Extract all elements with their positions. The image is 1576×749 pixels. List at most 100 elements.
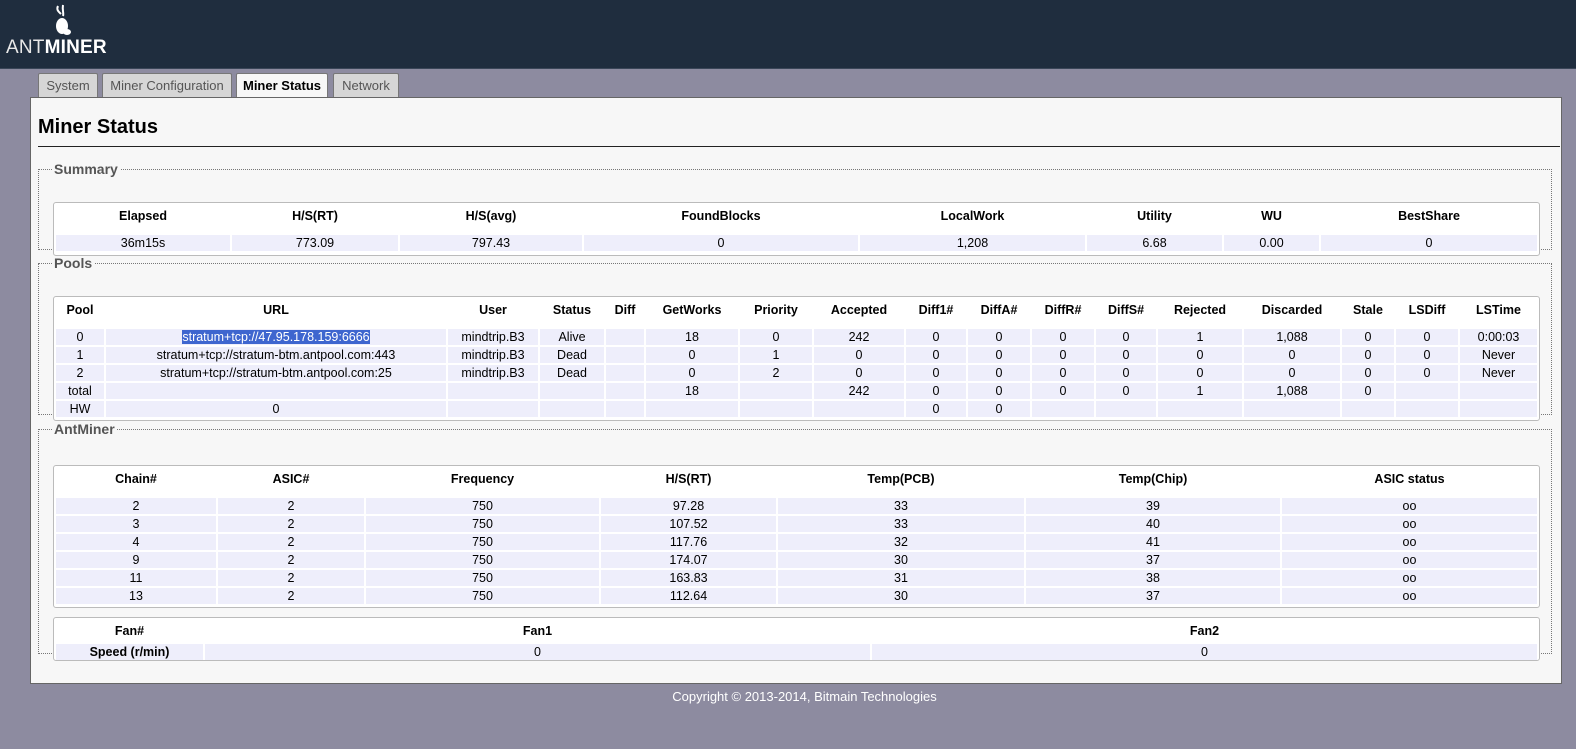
chains-header-cell: H/S(RT) (665, 472, 712, 486)
pool-cell: 0 (56, 329, 104, 345)
pool-cell: 0 (906, 383, 966, 399)
pools-header-cell: Priority (754, 303, 798, 317)
summary-cell: 6.68 (1087, 235, 1222, 251)
main-panel: Miner Status Summary Elapsed H/S(RT) H/S(a… (30, 97, 1562, 684)
chains-header-cell: Temp(PCB) (867, 472, 935, 486)
summary-cell: 773.09 (232, 235, 398, 251)
pool-cell: 0 (1096, 347, 1156, 363)
pools-header-cell: Rejected (1173, 303, 1227, 317)
chain-cell: 750 (366, 570, 599, 586)
chain-row: 4 2 750 117.76 32 41 oo (56, 534, 1537, 550)
pool-cell: mindtrip.B3 (448, 347, 538, 363)
antminer-logo[interactable]: ANTMINER (6, 4, 107, 60)
summary-header-cell: WU (1261, 209, 1282, 223)
pools-section: Pools Pool URL User Status Diff GetWorks Prior… (38, 255, 1552, 421)
pool-cell (540, 401, 604, 417)
logo-wordmark: ANTMINER (6, 37, 107, 59)
tab-miner-status[interactable]: Miner Status (236, 73, 328, 99)
chain-cell: 750 (366, 552, 599, 568)
summary-cell: 36m15s (56, 235, 230, 251)
chain-cell: 750 (366, 498, 599, 514)
summary-cell: 1,208 (860, 235, 1085, 251)
pool-cell: 18 (646, 329, 738, 345)
pool-cell: 0 (106, 401, 446, 417)
pool-cell: 0 (906, 329, 966, 345)
pool-cell: 0 (906, 401, 966, 417)
pool-cell: total (56, 383, 104, 399)
pool-cell (606, 383, 644, 399)
pool-cell: 2 (740, 365, 812, 381)
pool-cell (106, 383, 446, 399)
chain-cell: 41 (1026, 534, 1280, 550)
chain-row: 11 2 750 163.83 31 38 oo (56, 570, 1537, 586)
pool-cell: 0 (1096, 383, 1156, 399)
chains-header-cell: Chain# (115, 472, 157, 486)
pool-cell (606, 329, 644, 345)
summary-header-cell: H/S(avg) (465, 209, 517, 223)
pool-cell (740, 401, 812, 417)
pools-header-cell: DiffS# (1107, 303, 1145, 317)
chains-header-cell: Temp(Chip) (1118, 472, 1188, 486)
pool-cell: 0 (1396, 347, 1458, 363)
fans-table: Fan# Fan1 Fan2 Speed (r/min) 0 0 (54, 618, 1539, 662)
pools-header-cell: LSDiff (1408, 303, 1446, 317)
pool-cell: 2 (56, 365, 104, 381)
fans-header-row: Fan# Fan1 Fan2 (56, 620, 1537, 642)
pool-cell (448, 383, 538, 399)
pool-cell: 0 (968, 383, 1030, 399)
summary-cell: 0.00 (1224, 235, 1319, 251)
fans-header-cell: Fan1 (522, 624, 553, 638)
chain-cell: 39 (1026, 498, 1280, 514)
chain-cell: oo (1282, 588, 1537, 604)
pool-cell: 0 (968, 347, 1030, 363)
pool-cell: 0 (1096, 365, 1156, 381)
summary-cell: 0 (584, 235, 858, 251)
chain-row: 3 2 750 107.52 33 40 oo (56, 516, 1537, 532)
tab-network[interactable]: Network (333, 73, 399, 98)
pool-cell: 0 (814, 365, 904, 381)
chain-cell: oo (1282, 498, 1537, 514)
pool-cell (540, 383, 604, 399)
pool-cell: mindtrip.B3 (448, 365, 538, 381)
summary-header-cell: BestShare (1398, 209, 1460, 223)
summary-header-cell: LocalWork (940, 209, 1005, 223)
pool-cell (1342, 401, 1394, 417)
title-divider (38, 146, 1560, 147)
chain-cell: 117.76 (601, 534, 776, 550)
chain-cell: 9 (56, 552, 216, 568)
pools-header-cell: User (479, 303, 507, 317)
pool-cell: 0 (1244, 365, 1340, 381)
pools-header-cell: URL (263, 303, 289, 317)
chain-cell: oo (1282, 570, 1537, 586)
pools-header-row: Pool URL User Status Diff GetWorks Priority Acc… (56, 299, 1537, 321)
fans-table-box: Fan# Fan1 Fan2 Speed (r/min) 0 0 (53, 617, 1540, 661)
tab-miner-configuration[interactable]: Miner Configuration (102, 73, 232, 98)
chain-cell: 750 (366, 516, 599, 532)
pool-cell (1244, 401, 1340, 417)
chain-cell: 4 (56, 534, 216, 550)
chain-cell: 2 (218, 534, 364, 550)
ant-mark-icon (56, 4, 71, 35)
chain-cell: 2 (218, 570, 364, 586)
tab-system[interactable]: System (38, 73, 98, 98)
pool-cell: 0 (1096, 329, 1156, 345)
summary-header-cell: Utility (1137, 209, 1172, 223)
pool-cell: 0 (1158, 365, 1242, 381)
pool-cell: 0 (1342, 383, 1394, 399)
footer-copyright: Copyright © 2013-2014, Bitmain Technolog… (672, 689, 937, 704)
pool-cell (646, 401, 738, 417)
pool-cell: 242 (814, 383, 904, 399)
chain-cell: 2 (218, 516, 364, 532)
pool-cell: HW (56, 401, 104, 417)
chains-header-row: Chain# ASIC# Frequency H/S(RT) Temp(PCB) Temp… (56, 468, 1537, 490)
pool-url-cell: stratum+tcp://47.95.178.159:6666 (106, 329, 446, 345)
page-title: Miner Status (38, 116, 159, 138)
pools-header-cell: DiffA# (980, 303, 1018, 317)
pool-cell: 0 (1032, 365, 1094, 381)
fans-speed-row: Speed (r/min) 0 0 (56, 644, 1537, 660)
pool-cell (1396, 401, 1458, 417)
pool-cell: 0 (1032, 329, 1094, 345)
pool-cell: Never (1460, 365, 1537, 381)
pools-header-cell: Status (552, 303, 592, 317)
summary-table: Elapsed H/S(RT) H/S(avg) FoundBlocks LocalWo… (54, 203, 1539, 253)
